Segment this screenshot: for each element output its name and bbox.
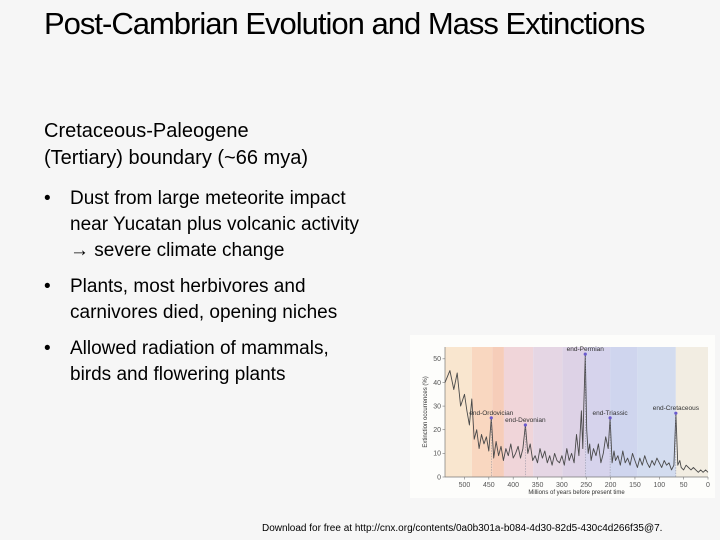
event-label: end-Devonian xyxy=(505,417,546,424)
bullet-item: Allowed radiation of mammals, birds and … xyxy=(44,336,424,388)
x-tick-label: 250 xyxy=(580,482,592,489)
extinction-chart-svg: 500 450 400 350 300 250 200 150 100 50 00102030405… xyxy=(423,346,710,496)
event-marker xyxy=(583,352,587,356)
extinction-series-line xyxy=(444,353,709,473)
axes: 500 450 400 350 300 250 200 150 100 50 00102030405… xyxy=(433,347,710,489)
x-tick-label: 150 xyxy=(629,482,641,489)
y-tick-label: 40 xyxy=(433,380,441,387)
bullet-line: → severe climate change xyxy=(70,240,285,261)
event-marker xyxy=(489,416,493,420)
bullet-line: Dust from large meteorite impact xyxy=(70,188,346,209)
subheading-line-2: (Tertiary) boundary (~66 mya) xyxy=(44,147,308,169)
bullet-line: birds and flowering plants xyxy=(70,364,286,385)
x-tick-label: 0 xyxy=(706,482,710,489)
bullet-line: Plants, most herbivores and xyxy=(70,276,306,297)
period-band xyxy=(445,347,472,477)
y-tick-label: 20 xyxy=(433,427,441,434)
bullet-item: Plants, most herbivores and carnivores d… xyxy=(44,274,424,326)
x-tick-label: 350 xyxy=(532,482,544,489)
x-tick-label: 50 xyxy=(680,482,688,489)
event-marker xyxy=(608,416,612,420)
slide-title-text: Post-Cambrian Evolution and Mass Extinct… xyxy=(44,6,645,41)
x-tick-label: 100 xyxy=(653,482,665,489)
y-tick-label: 30 xyxy=(433,403,441,410)
slide-title: Post-Cambrian Evolution and Mass Extinct… xyxy=(44,2,684,46)
y-tick-label: 10 xyxy=(433,451,441,458)
y-tick-label: 50 xyxy=(433,356,441,363)
bullet-line: Allowed radiation of mammals, xyxy=(70,338,329,359)
event-label: end-Cretaceous xyxy=(653,405,700,412)
x-axis-label: Millions of years before present time xyxy=(528,490,625,496)
period-band xyxy=(471,347,493,477)
event-label: end-Triassic xyxy=(593,410,629,417)
x-tick-label: 450 xyxy=(483,482,495,489)
event-marker xyxy=(523,423,527,427)
x-tick-label: 500 xyxy=(459,482,471,489)
y-axis-label: Extinction occurrences (%) xyxy=(423,376,429,447)
period-band xyxy=(675,347,708,477)
bullet-line: near Yucatan plus volcanic activity xyxy=(70,214,360,235)
bullet-item: Dust from large meteorite impact near Yu… xyxy=(44,186,424,264)
period-band xyxy=(533,347,563,477)
period-band xyxy=(637,347,676,477)
x-tick-label: 200 xyxy=(605,482,617,489)
event-label: end-Permian xyxy=(567,346,605,353)
event-marker xyxy=(674,411,678,415)
source-credit: Download for free at http://cnx.org/cont… xyxy=(262,523,663,534)
x-tick-label: 400 xyxy=(507,482,519,489)
bullet-list: Dust from large meteorite impact near Yu… xyxy=(44,186,424,398)
subheading: Cretaceous-Paleogene (Tertiary) boundary… xyxy=(44,118,424,172)
y-tick-label: 0 xyxy=(437,474,441,481)
subheading-line-1: Cretaceous-Paleogene xyxy=(44,120,249,142)
period-band xyxy=(492,347,504,477)
period-band xyxy=(585,347,611,477)
extinction-chart: 500 450 400 350 300 250 200 150 100 50 0 0 10 20 30 40 5… xyxy=(410,335,715,498)
series-line xyxy=(444,353,709,473)
bullet-line: carnivores died, opening niches xyxy=(70,302,338,323)
event-label: end-Ordovician xyxy=(469,410,513,417)
x-tick-label: 300 xyxy=(556,482,568,489)
